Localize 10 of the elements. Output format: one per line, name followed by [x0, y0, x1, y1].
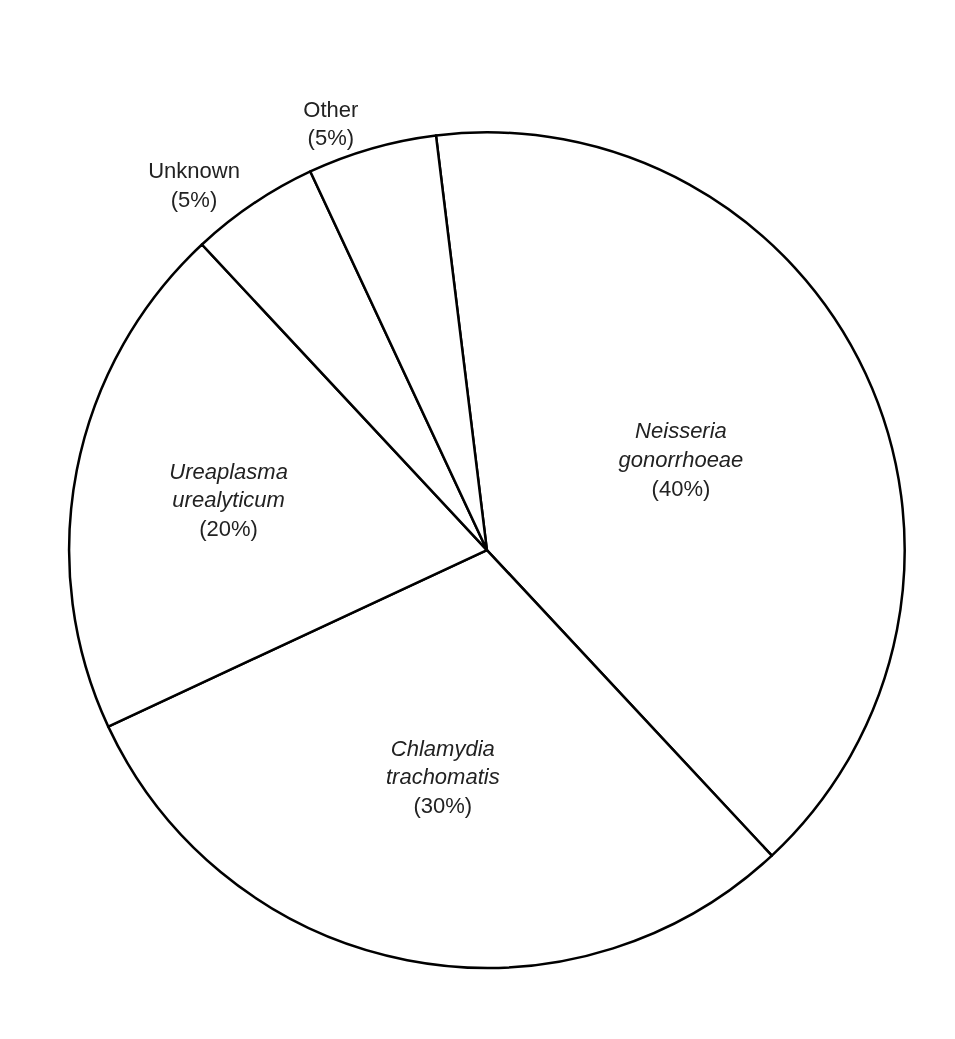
data-label: (30%) — [413, 792, 473, 818]
data-label: (40%) — [651, 475, 711, 501]
slice-label: Ureaplasma urealyticum — [169, 458, 288, 513]
slice-label: Unknown — [148, 158, 240, 184]
slice-label: Other — [303, 96, 359, 122]
data-label: (20%) — [199, 515, 258, 541]
data-label: (5%) — [170, 187, 218, 213]
data-label: (5%) — [307, 125, 355, 151]
slice-label: Neisseria gonorrhoeae — [618, 418, 744, 473]
slice-label: Chlamydia trachomatis — [385, 735, 500, 790]
